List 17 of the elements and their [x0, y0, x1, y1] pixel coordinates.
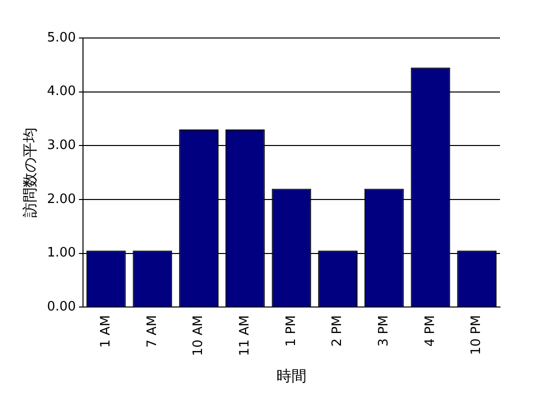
y-tick-label: 3.00 [46, 138, 76, 154]
x-tick-label: 1 PM [284, 315, 299, 347]
x-tick-label: 11 AM [238, 315, 253, 356]
x-tick-label: 1 AM [98, 315, 114, 348]
x-axis-title: 時間 [276, 366, 306, 385]
x-tick-label: 4 PM [422, 315, 438, 347]
y-axis-title: 訪問数の平均 [20, 128, 39, 218]
x-tick-label: 10 AM [191, 315, 206, 356]
y-tick-label: 0.00 [46, 300, 76, 315]
x-tick-label: 2 PM [330, 315, 346, 347]
y-tick-label: 1.00 [46, 246, 76, 261]
y-tick-label: 5.00 [46, 30, 76, 46]
y-tick-label: 2.00 [46, 192, 76, 207]
x-tick-label: 7 AM [144, 315, 160, 348]
x-tick-label: 3 PM [376, 315, 392, 347]
x-tick-label: 10 PM [469, 315, 484, 355]
y-tick-label: 4.00 [46, 84, 76, 100]
